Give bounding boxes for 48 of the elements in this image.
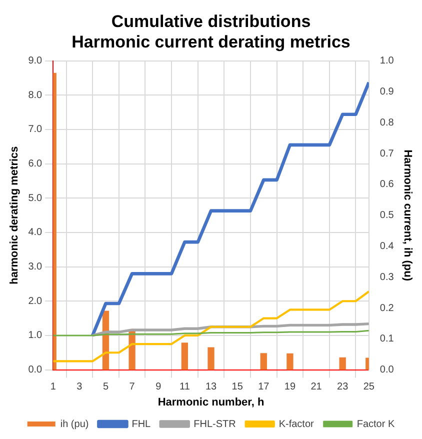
y-tick-label: 1.0 [28, 330, 43, 342]
y-tick-label: 8.0 [28, 90, 43, 101]
legend-label: FHL [132, 418, 152, 430]
bar [208, 347, 214, 370]
x-tick-label: 9 [156, 382, 162, 393]
y2-tick-label: 0.7 [380, 148, 394, 160]
bar [286, 353, 294, 370]
y-tick-label: 5.0 [28, 192, 43, 204]
y-tick-label: 6.0 [28, 158, 43, 170]
y-axis-title: harmonic derating metrics [8, 146, 21, 284]
y-tick-label: 2.0 [28, 296, 43, 307]
y2-tick-label: 0.8 [380, 117, 394, 128]
x-axis-title: Harmonic number, h [158, 396, 264, 408]
x-tick-label: 11 [179, 382, 190, 393]
legend-label: FHL-STR [194, 418, 236, 430]
y2-tick-label: 0.3 [380, 272, 394, 283]
bar [181, 342, 188, 370]
y2-tick-label: 0.1 [380, 334, 394, 345]
legend-label: Factor K [356, 418, 395, 430]
y2-tick-label: 0.6 [380, 179, 394, 190]
y2-axis-title: Harmonic current, ih (pu) [401, 150, 414, 282]
y-tick-label: 3.0 [28, 262, 43, 273]
bar [260, 353, 267, 370]
y-tick-label: 9.0 [28, 56, 43, 67]
y2-tick-label: 0.4 [380, 240, 394, 252]
y2-tick-label: 1.0 [380, 56, 394, 67]
x-tick-label: 15 [232, 382, 244, 393]
x-tick-label: 7 [129, 382, 136, 393]
y2-tick-label: 0.5 [380, 210, 394, 222]
x-tick-label: 3 [76, 382, 83, 393]
y-tick-label: 7.0 [28, 124, 43, 136]
x-tick-label: 25 [363, 382, 375, 393]
y-tick-label: 0.0 [28, 364, 43, 376]
legend-label: ih (pu) [60, 418, 89, 430]
x-tick-label: 17 [258, 382, 270, 393]
bar [339, 357, 346, 370]
y-tick-label: 4.0 [28, 227, 43, 238]
y2-tick-label: 0.2 [380, 302, 394, 314]
x-tick-label: 1 [50, 382, 56, 393]
x-tick-label: 21 [310, 382, 322, 393]
x-tick-label: 23 [337, 382, 349, 393]
x-tick-label: 19 [284, 382, 296, 393]
x-tick-label: 13 [205, 382, 217, 393]
legend-label: K-factor [278, 418, 315, 430]
y2-tick-label: 0.0 [380, 364, 394, 376]
chart-title: Cumulative distributions Harmonic current derating metrics [72, 12, 350, 52]
x-tick-label: 5 [102, 382, 109, 393]
y2-tick-label: 0.9 [380, 86, 394, 98]
